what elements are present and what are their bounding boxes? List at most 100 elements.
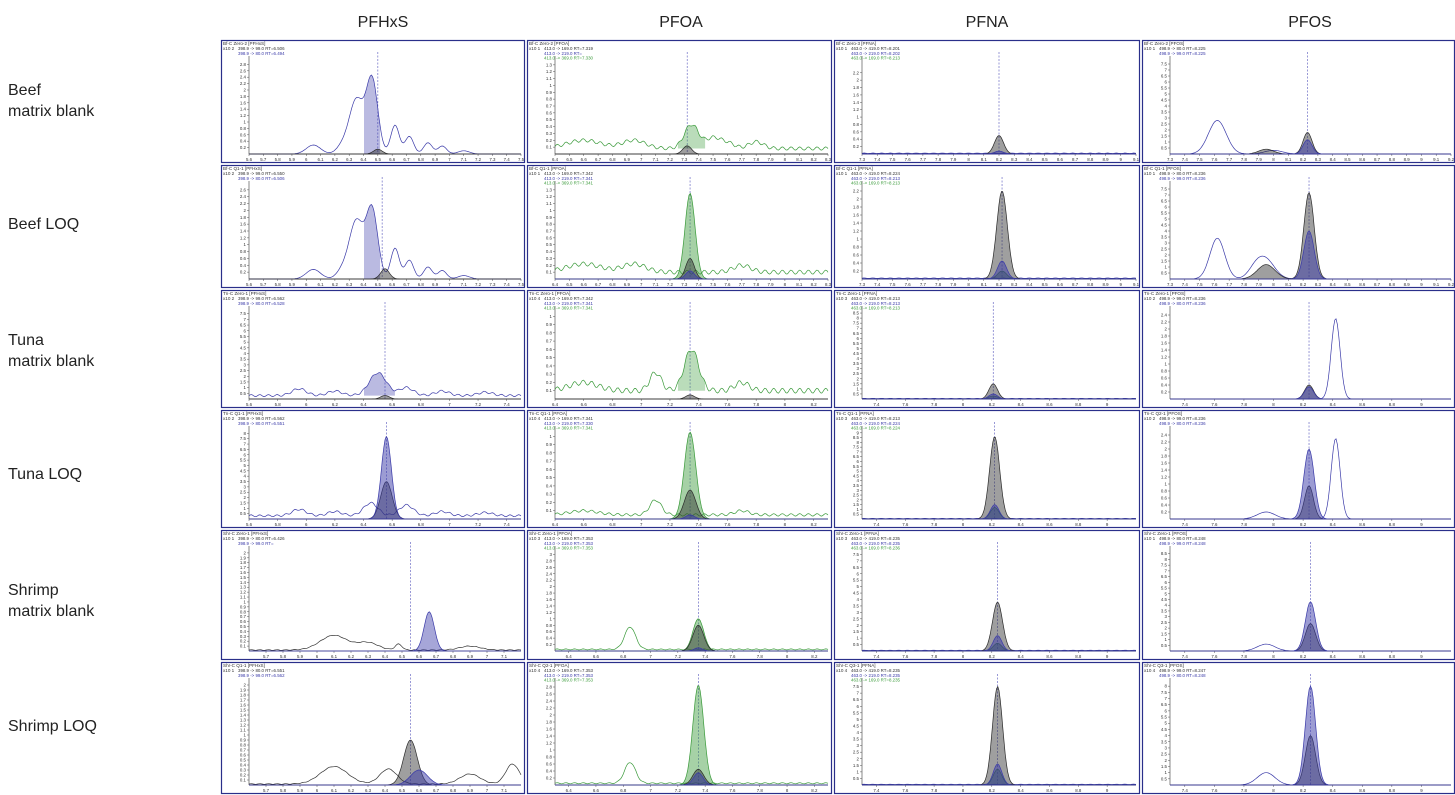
x-tick-label: 8.6 xyxy=(1046,402,1053,407)
panel-header-text: Bf-C Q1-1 [PFNA] xyxy=(836,166,873,171)
trace-label: 498.9 -> 80.0 RT=8.225 xyxy=(1159,46,1206,51)
panel-frame xyxy=(220,661,526,795)
panel-header-text: Tn-C Zero-1 [PFOS] xyxy=(1144,291,1185,296)
y-tick-label: 0.5 xyxy=(1161,643,1168,648)
y-tick-label: 2.4 xyxy=(1161,313,1168,318)
y-tick-label: 8.5 xyxy=(853,435,860,440)
x-tick-label: 6.6 xyxy=(593,654,600,659)
y-multiplier-label: x10 1 xyxy=(1144,46,1156,51)
y-tick-label: 6.5 xyxy=(240,323,247,328)
y-tick-label: 5 xyxy=(1165,92,1168,97)
x-tick-label: 8.8 xyxy=(1087,282,1094,287)
y-tick-label: 6 xyxy=(1165,708,1168,713)
x-tick-label: 6.4 xyxy=(552,282,559,287)
trace-label: 463.0 -> 419.0 RT=8.224 xyxy=(851,171,901,176)
y-tick-label: 0.1 xyxy=(546,145,553,150)
qualifier-peak-blue xyxy=(862,260,1136,280)
y-tick-label: 1.5 xyxy=(1161,764,1168,769)
y-tick-label: 7 xyxy=(857,558,860,563)
y-tick-label: 0.9 xyxy=(546,215,553,220)
panel-header-text: Tn-C Zero-1 [PFHxS] xyxy=(223,291,266,296)
quantifier-peak xyxy=(555,394,828,400)
y-tick-label: 0.8 xyxy=(546,623,553,628)
x-tick-label: 6 xyxy=(305,402,308,407)
x-tick-label: 6.6 xyxy=(581,282,588,287)
y-tick-label: 8 xyxy=(1165,557,1168,562)
y-tick-label: 2.2 xyxy=(853,70,860,75)
y-multiplier-label: x10 2 xyxy=(223,171,235,176)
y-tick-label: 6.5 xyxy=(853,454,860,459)
x-tick-label: 7.2 xyxy=(667,282,674,287)
y-tick-label: 0.2 xyxy=(546,138,553,143)
x-tick-label: 6.2 xyxy=(332,522,339,527)
y-tick-label: 5 xyxy=(244,340,247,345)
y-tick-label: 0.4 xyxy=(1161,503,1168,508)
trace-label: 463.0 -> 169.0 RT=8.224 xyxy=(851,426,901,431)
y-multiplier-label: x10 4 xyxy=(529,416,541,421)
y-tick-label: 1 xyxy=(244,120,247,125)
y-tick-label: 4 xyxy=(244,474,247,479)
y-tick-label: 1.2 xyxy=(853,107,860,112)
y-tick-label: 2.2 xyxy=(1161,320,1168,325)
x-tick-label: 8 xyxy=(962,402,965,407)
trace-label: 413.0 -> 369.0 RT=7.330 xyxy=(544,56,594,61)
x-tick-label: 7.1 xyxy=(461,282,468,287)
x-tick-label: 8.6 xyxy=(1057,157,1064,162)
panel-frame xyxy=(526,529,833,661)
trace-label: 413.0 -> 169.0 RT=7.342 xyxy=(544,296,594,301)
y-tick-label: 2.2 xyxy=(240,201,247,206)
x-tick-label: 5.8 xyxy=(275,282,282,287)
y-tick-label: 0.5 xyxy=(853,391,860,396)
x-tick-label: 6.2 xyxy=(332,402,339,407)
x-tick-label: 7.8 xyxy=(935,282,942,287)
y-tick-label: 0.4 xyxy=(546,769,553,774)
x-tick-label: 7.6 xyxy=(1211,402,1218,407)
y-tick-label: 0.9 xyxy=(240,604,247,609)
y-multiplier-label: x10 1 xyxy=(223,668,235,673)
panel-shrimp-loq-pfoa: Shr-C Q2-1 [PFOA]x10 4 413.0 -> 169.0 RT=… xyxy=(526,661,833,795)
y-tick-label: 1.4 xyxy=(1161,348,1168,353)
y-tick-label: 1.5 xyxy=(240,379,247,384)
y-tick-label: 2 xyxy=(1165,758,1168,763)
y-tick-label: 8 xyxy=(1165,684,1168,689)
y-tick-label: 4 xyxy=(1165,603,1168,608)
x-tick-label: 8.2 xyxy=(996,157,1003,162)
trace-label: 413.0 -> 219.0 RT=7.341 xyxy=(544,176,594,181)
x-tick-label: 7.9 xyxy=(950,157,957,162)
y-tick-label: 2 xyxy=(1165,626,1168,631)
y-tick-label: 0.8 xyxy=(546,755,553,760)
panel-beef-loq-pfoa: Bf-C Q1-1 [PFOA]x10 1 413.0 -> 169.0 RT=7… xyxy=(526,164,833,289)
panel-header-text: Tn-C Zero-1 [PFNA] xyxy=(836,291,877,296)
column-header-pfhxs: PFHxS xyxy=(357,14,409,31)
x-tick-label: 5.7 xyxy=(263,654,270,659)
x-tick-label: 6.7 xyxy=(595,157,602,162)
y-tick-label: 1.2 xyxy=(240,723,247,728)
panel-header-text: Shr-C Zero-1 [PFNA] xyxy=(836,531,879,536)
x-tick-label: 5.9 xyxy=(297,788,304,793)
panel-tuna-loq-pfos: Tn-C Q2-1 [PFOS]x10 2 498.9 -> 99.0 RT=8.… xyxy=(1141,409,1455,529)
panel-header-text: Tn-C Q1-1 [PFHxS] xyxy=(223,411,263,416)
x-tick-label: 8.7 xyxy=(1072,282,1079,287)
panel-header-text: Bf-C Q1-1 [PFHxS] xyxy=(223,166,262,171)
trace-label: 413.0 -> 219.0 RT= xyxy=(544,51,582,56)
y-tick-label: 0.3 xyxy=(546,492,553,497)
y-tick-label: 6 xyxy=(857,336,860,341)
trace-label: 413.0 -> 219.0 RT=7.330 xyxy=(544,421,594,426)
x-tick-label: 5.7 xyxy=(260,282,267,287)
y-tick-label: 0.5 xyxy=(240,511,247,516)
x-tick-label: 7.4 xyxy=(1182,282,1189,287)
x-tick-label: 7.2 xyxy=(667,402,674,407)
y-tick-label: 1.8 xyxy=(240,94,247,99)
y-tick-label: 2.5 xyxy=(853,493,860,498)
panel-header-text: Bf-C Q1-1 [PFOA] xyxy=(529,166,566,171)
y-tick-label: 0.6 xyxy=(1161,496,1168,501)
x-tick-label: 7.8 xyxy=(931,654,938,659)
x-tick-label: 7.2 xyxy=(667,522,674,527)
trace-label: 398.9 -> 80.0 RT=6.528 xyxy=(238,301,285,306)
trace-label: 463.0 -> 419.0 RT=8.213 xyxy=(851,416,901,421)
y-tick-label: 0.8 xyxy=(1161,489,1168,494)
y-multiplier-label: x10 1 xyxy=(836,46,848,51)
y-tick-label: 3 xyxy=(857,366,860,371)
y-tick-label: 6.5 xyxy=(853,565,860,570)
x-tick-label: 8 xyxy=(786,654,789,659)
